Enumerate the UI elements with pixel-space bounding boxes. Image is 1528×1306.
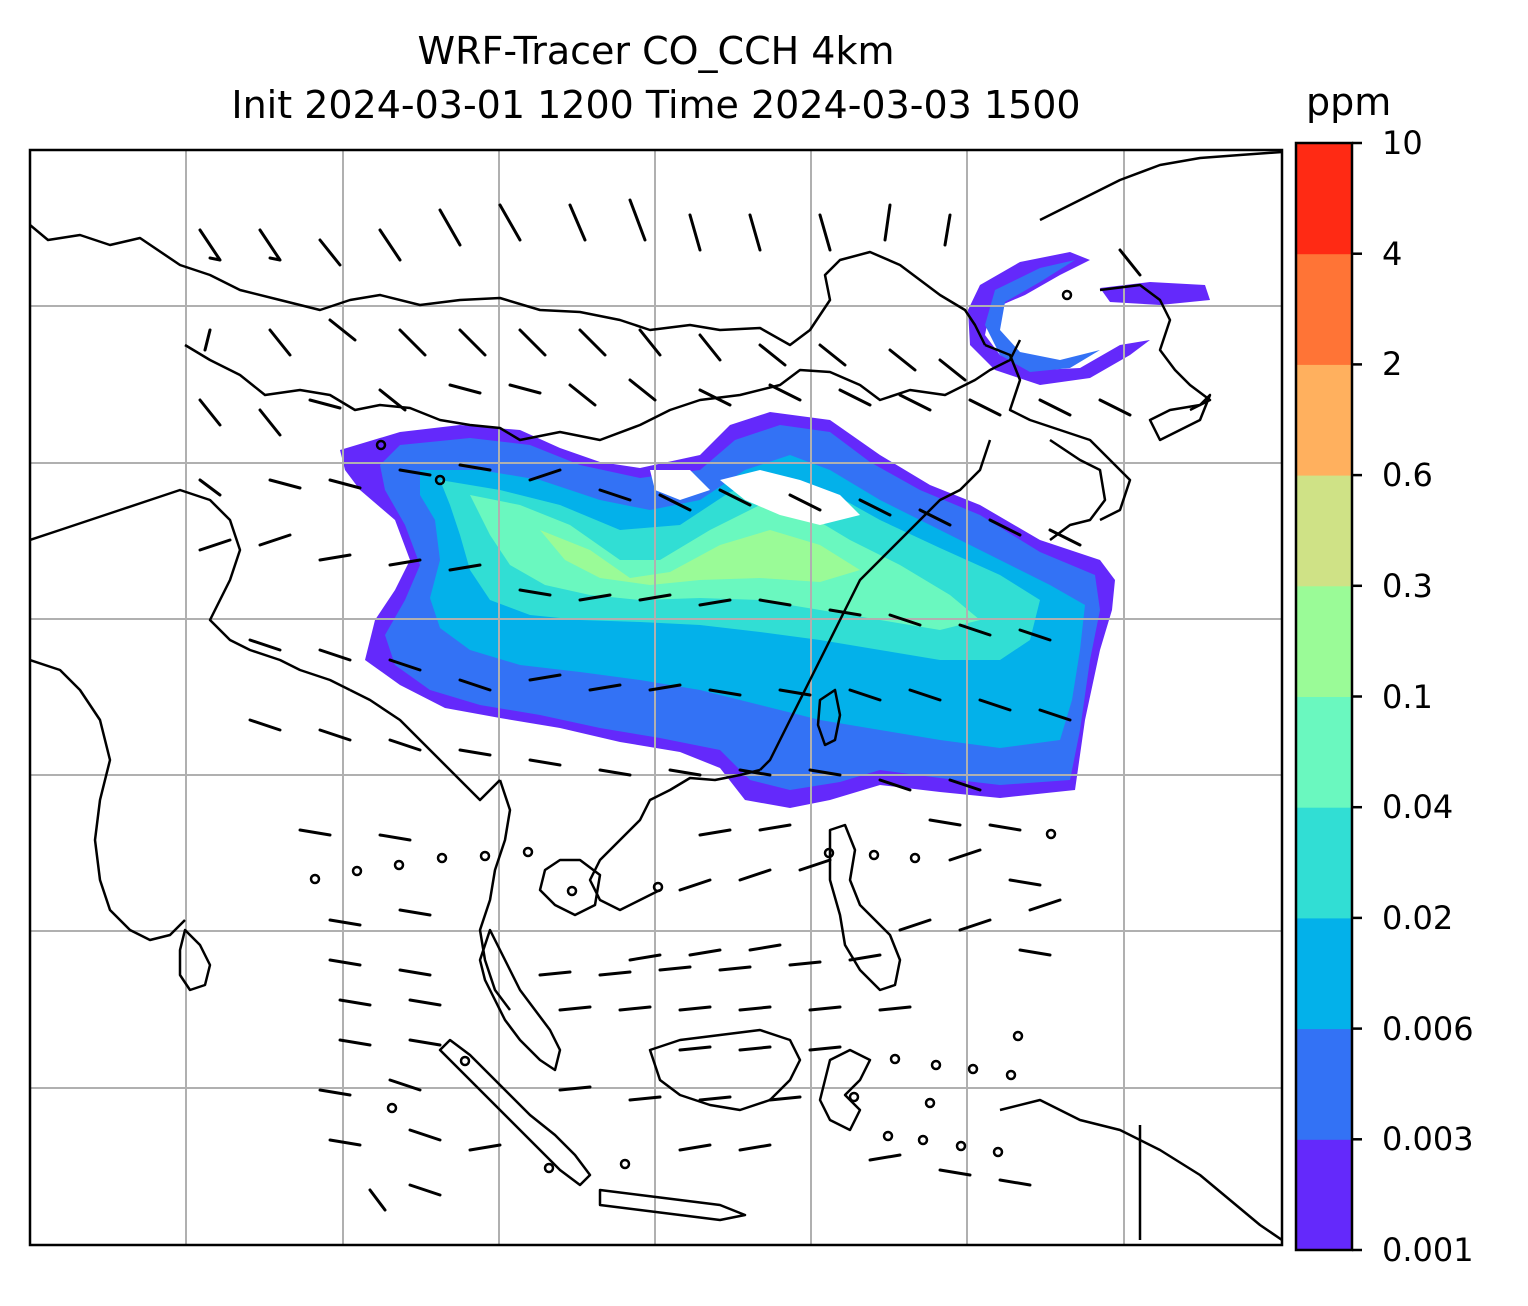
wind-barbs — [198, 198, 1142, 1212]
colorbar — [1296, 141, 1362, 1252]
colorbar-tick-label: 4 — [1382, 234, 1403, 273]
map-frame — [28, 148, 1284, 1247]
colorbar-frame — [1294, 141, 1354, 1252]
colorbar-segment — [1296, 143, 1352, 255]
colorbar-segment — [1296, 1139, 1352, 1251]
colorbar-tick-label: 0.02 — [1382, 898, 1454, 937]
map-title-line2: Init 2024-03-01 1200 Time 2024-03-03 150… — [231, 83, 1081, 127]
colorbar-segment — [1296, 475, 1352, 587]
colorbar-tick-label: 0.006 — [1382, 1009, 1474, 1048]
map-title-line1: WRF-Tracer CO_CCH 4km — [417, 29, 895, 73]
colorbar-tick-label: 0.3 — [1382, 566, 1433, 605]
colorbar-tick-label: 0.001 — [1382, 1231, 1474, 1269]
colorbar-segment — [1296, 364, 1352, 476]
colorbar-segment — [1296, 253, 1352, 365]
colorbar-segment — [1296, 1028, 1352, 1140]
colorbar-segment — [1296, 917, 1352, 1030]
colorbar-segment — [1296, 807, 1352, 919]
colorbar-tick-label: 0.003 — [1382, 1120, 1474, 1159]
colorbar-tick-label: 10 — [1382, 124, 1423, 162]
colorbar-tick-label: 0.04 — [1382, 788, 1454, 827]
gridlines — [30, 150, 1282, 1245]
colorbar-tick-label: 0.1 — [1382, 677, 1433, 716]
colorbar-tick-label: 0.6 — [1382, 456, 1433, 495]
calm-wind-markers — [309, 289, 1073, 1174]
coastlines — [30, 150, 1282, 1242]
colorbar-segment — [1296, 696, 1352, 808]
colorbar-tick-label: 2 — [1382, 345, 1403, 384]
colorbar-unit-label: ppm — [1306, 80, 1392, 124]
colorbar-segment — [1296, 585, 1352, 697]
